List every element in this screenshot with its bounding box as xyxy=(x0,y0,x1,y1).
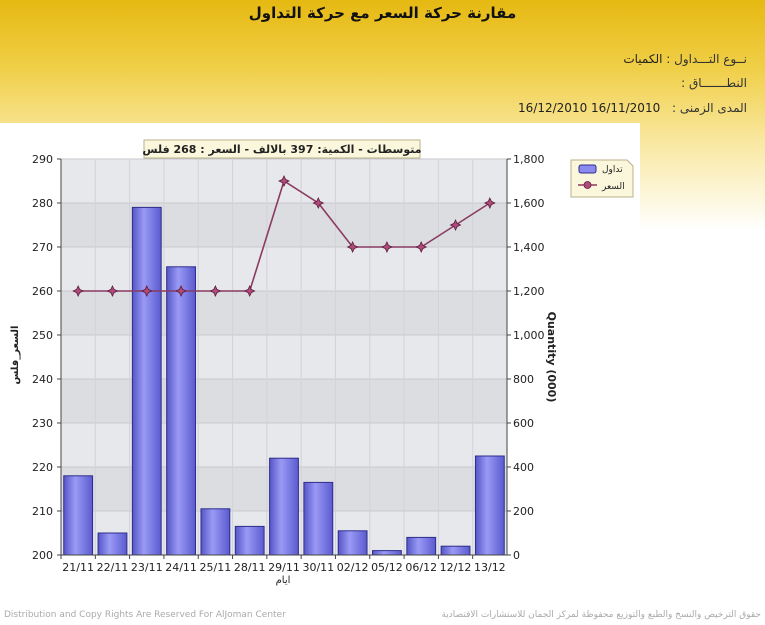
tick-label-left: 210 xyxy=(32,505,53,518)
y-axis-left-title: السعر_فلس xyxy=(10,326,21,385)
price-point xyxy=(72,285,85,297)
price-point xyxy=(449,219,462,231)
tick-label-right: 400 xyxy=(513,461,534,474)
tick-label-left: 240 xyxy=(32,373,53,386)
x-axis-title: ايام xyxy=(276,575,291,586)
tick-label-left: 250 xyxy=(32,329,53,342)
tick-label-right: 600 xyxy=(513,417,534,430)
tick-label-left: 220 xyxy=(32,461,53,474)
price-point xyxy=(483,197,496,209)
info-range: النطـــــــاق : xyxy=(681,76,747,90)
price-point xyxy=(243,285,256,297)
legend-line-marker xyxy=(583,181,592,189)
tick-label-right: 200 xyxy=(513,505,534,518)
volume-bar xyxy=(372,550,402,556)
footer-copyright-ar: حقوق الترخيص والنسخ والطبع والتوزيع محفو… xyxy=(441,610,761,620)
category-label: 30/11 xyxy=(302,561,334,574)
category-label: 06/12 xyxy=(405,561,437,574)
tick-label-left: 280 xyxy=(32,197,53,210)
legend-bar-swatch xyxy=(578,164,597,174)
period-to: 16/12/2010 xyxy=(518,101,588,115)
category-label: 13/12 xyxy=(474,561,506,574)
volume-bar xyxy=(269,457,299,556)
plot-band xyxy=(61,203,507,247)
price-point xyxy=(106,285,119,297)
plot-band xyxy=(61,291,507,335)
trade-type-value: الكميات xyxy=(623,52,663,66)
category-label: 28/11 xyxy=(234,561,266,574)
price-point xyxy=(140,285,153,297)
tick-label-right: 1,400 xyxy=(513,241,545,254)
category-label: 02/12 xyxy=(337,561,369,574)
price-point xyxy=(278,175,290,187)
price-point xyxy=(312,197,325,209)
category-label: 22/11 xyxy=(97,561,129,574)
footer-copyright-en: Distribution and Copy Rights Are Reserve… xyxy=(4,610,286,620)
category-label: 29/11 xyxy=(268,561,300,574)
volume-bar xyxy=(474,455,505,556)
price-point xyxy=(380,241,393,253)
trade-type-label: نــوع التـــداول : xyxy=(666,52,747,66)
volume-bar xyxy=(200,508,231,556)
info-trade-type: نــوع التـــداول : الكميات xyxy=(623,52,747,66)
plot-band xyxy=(61,379,507,423)
y-axis-right-title: Quantity (000) xyxy=(545,312,558,403)
volume-bar xyxy=(97,532,128,556)
plot-band xyxy=(61,335,507,379)
volume-bar xyxy=(440,545,471,556)
category-label: 05/12 xyxy=(371,561,403,574)
category-label: 23/11 xyxy=(131,561,163,574)
tick-label-left: 270 xyxy=(32,241,53,254)
tick-label-left: 260 xyxy=(32,285,53,298)
tick-label-right: 1,600 xyxy=(513,197,545,210)
volume-bar xyxy=(337,530,368,556)
tick-label-left: 200 xyxy=(32,549,53,562)
volume-bar xyxy=(63,475,94,556)
tick-label-left: 290 xyxy=(32,153,53,166)
tick-label-right: 1,200 xyxy=(513,285,545,298)
category-label: 25/11 xyxy=(200,561,232,574)
category-label: 24/11 xyxy=(165,561,197,574)
tick-label-right: 1,800 xyxy=(513,153,545,166)
page-title: مقارنة حركة السعر مع حركة التداول xyxy=(248,4,517,22)
averages-annotation: متوسطات - الكمية: 397 بالالف - السعر : 2… xyxy=(142,143,421,156)
period-label: المدى الزمنى : xyxy=(672,101,747,115)
price-point xyxy=(209,285,222,297)
range-label: النطـــــــاق : xyxy=(681,76,747,90)
info-period: المدى الزمنى : 16/11/2010 16/12/2010 xyxy=(518,101,747,115)
legend-line-label: السعر xyxy=(601,182,625,192)
plot-band xyxy=(61,247,507,291)
volume-bar xyxy=(406,536,437,556)
period-from: 16/11/2010 xyxy=(591,101,661,115)
volume-bar xyxy=(303,481,334,556)
price-point xyxy=(415,241,428,253)
volume-bar xyxy=(234,525,265,556)
price-point xyxy=(346,241,359,253)
tick-label-right: 0 xyxy=(513,549,520,562)
volume-bar xyxy=(166,266,196,556)
averages-annotation-box xyxy=(143,139,421,159)
category-label: 21/11 xyxy=(62,561,94,574)
legend-bar-label: تداول xyxy=(602,165,623,175)
price-point xyxy=(175,285,188,297)
volume-bar xyxy=(131,206,162,556)
tick-label-right: 1,000 xyxy=(513,329,545,342)
tick-label-left: 230 xyxy=(32,417,53,430)
tick-label-right: 800 xyxy=(513,373,534,386)
category-label: 12/12 xyxy=(440,561,472,574)
